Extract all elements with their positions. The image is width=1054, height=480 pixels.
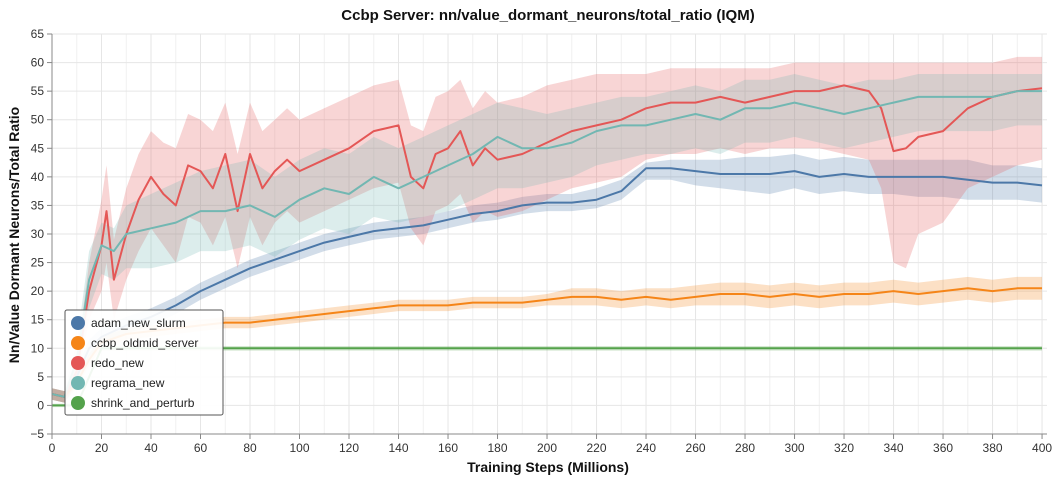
x-tick-label: 380 xyxy=(983,441,1003,455)
x-tick-label: 40 xyxy=(144,441,158,455)
line-regrama_new xyxy=(51,90,1042,398)
y-tick-label: 45 xyxy=(31,141,45,155)
y-tick-label: 60 xyxy=(31,56,45,70)
y-tick-label: 35 xyxy=(31,198,45,212)
line-redo_new xyxy=(51,84,1043,398)
y-tick-label: 50 xyxy=(31,113,45,127)
legend-label-adam_new_slurm: adam_new_slurm xyxy=(91,316,186,330)
x-tick-label: 300 xyxy=(785,441,805,455)
legend: adam_new_slurm ccbp_oldmid_server redo_new… xyxy=(64,309,224,416)
legend-swatch-shrink_and_perturb xyxy=(71,396,85,410)
y-tick-label: 15 xyxy=(31,313,45,327)
legend-swatch-redo_new xyxy=(71,356,85,370)
y-tick-label: 5 xyxy=(37,370,44,384)
y-tick-label: 0 xyxy=(37,398,44,412)
x-tick-label: 80 xyxy=(243,441,257,455)
x-tick-label: 340 xyxy=(884,441,904,455)
y-tick-label: 65 xyxy=(31,27,45,41)
y-tick-label: 25 xyxy=(31,256,45,270)
x-tick-label: 100 xyxy=(289,441,309,455)
x-tick-label: 60 xyxy=(194,441,208,455)
x-tick-label: 20 xyxy=(95,441,109,455)
legend-swatch-adam_new_slurm xyxy=(71,316,85,330)
y-tick-label: 40 xyxy=(31,170,45,184)
legend-box xyxy=(64,309,224,416)
confidence-bands xyxy=(52,56,1042,408)
x-tick-label: 140 xyxy=(389,441,409,455)
chart-title: Ccbp Server: nn/value_dormant_neurons/to… xyxy=(341,7,754,24)
band-ccbp_oldmid_server xyxy=(52,276,1042,403)
band-regrama_new xyxy=(52,74,1042,403)
x-tick-label: 280 xyxy=(735,441,755,455)
y-tick-label: 10 xyxy=(31,341,45,355)
x-tick-label: 0 xyxy=(49,441,56,455)
y-tick-label: −5 xyxy=(30,427,44,441)
legend-label-ccbp_oldmid_server: ccbp_oldmid_server xyxy=(91,336,198,350)
grid xyxy=(51,33,1047,435)
legend-label-shrink_and_perturb: shrink_and_perturb xyxy=(91,396,195,410)
y-axis: −5 0 5 10 15 20 25 30 35 40 45 50 55 60 65 xyxy=(30,27,53,441)
band-redo_new xyxy=(52,56,1042,403)
y-tick-label: 20 xyxy=(31,284,45,298)
x-tick-label: 240 xyxy=(636,441,656,455)
band-adam_new_slurm xyxy=(52,154,1042,403)
y-tick-label: 55 xyxy=(31,84,45,98)
legend-label-regrama_new: regrama_new xyxy=(91,376,165,390)
x-tick-label: 220 xyxy=(587,441,607,455)
x-tick-label: 320 xyxy=(834,441,854,455)
x-tick-label: 180 xyxy=(488,441,508,455)
x-tick-label: 260 xyxy=(686,441,706,455)
y-axis-label: Nn/Value Dormant Neurons/Total Ratio xyxy=(6,107,22,363)
x-tick-label: 160 xyxy=(438,441,458,455)
line-adam_new_slurm xyxy=(51,167,1043,398)
x-tick-label: 360 xyxy=(933,441,953,455)
y-tick-label: 30 xyxy=(31,227,45,241)
legend-swatch-ccbp_oldmid_server xyxy=(71,336,85,350)
legend-label-redo_new: redo_new xyxy=(91,356,144,370)
x-tick-label: 120 xyxy=(339,441,359,455)
x-tick-label: 200 xyxy=(537,441,557,455)
x-axis-label: Training Steps (Millions) xyxy=(467,459,629,475)
x-tick-label: 400 xyxy=(1032,441,1052,455)
x-axis: 0 20 40 60 80 100 120 140 160 180 200 220 240 260 280 3… xyxy=(49,433,1052,455)
legend-swatch-regrama_new xyxy=(71,376,85,390)
